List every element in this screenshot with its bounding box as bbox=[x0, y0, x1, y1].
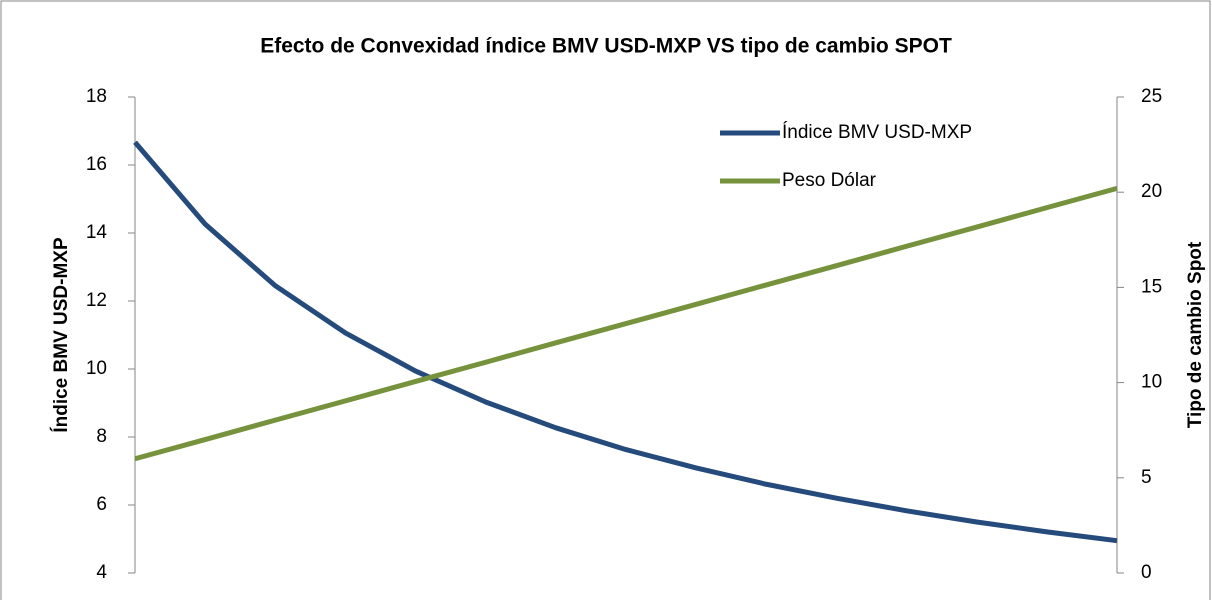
legend-label: Índice BMV USD-MXP bbox=[782, 122, 972, 143]
y-tick-label: 4 bbox=[96, 562, 107, 583]
y-tick-label: 14 bbox=[86, 222, 108, 243]
y-tick-label: 8 bbox=[96, 426, 107, 447]
y2-tick-label: 25 bbox=[1141, 86, 1162, 107]
y2-tick-label: 5 bbox=[1141, 467, 1152, 488]
y2-tick-label: 0 bbox=[1141, 562, 1152, 583]
line-series bbox=[133, 140, 1118, 544]
y-tick-label: 6 bbox=[96, 494, 107, 515]
y-axis-title: Índice BMV USD-MXP bbox=[50, 237, 72, 433]
y-tick-label: 12 bbox=[86, 290, 107, 311]
y-tick-label: 16 bbox=[86, 154, 107, 175]
line-series bbox=[134, 185, 1118, 462]
y2-tick-label: 10 bbox=[1141, 372, 1162, 393]
y2-tick-label: 20 bbox=[1141, 181, 1162, 202]
legend-label: Peso Dólar bbox=[782, 170, 877, 191]
y-tick-label: 10 bbox=[86, 358, 107, 379]
chart-title: Efecto de Convexidad índice BMV USD-MXP … bbox=[260, 35, 952, 58]
y2-axis-title: Tipo de cambio Spot bbox=[1185, 241, 1206, 428]
y-tick-label: 18 bbox=[86, 86, 107, 107]
y2-tick-label: 15 bbox=[1141, 276, 1162, 297]
